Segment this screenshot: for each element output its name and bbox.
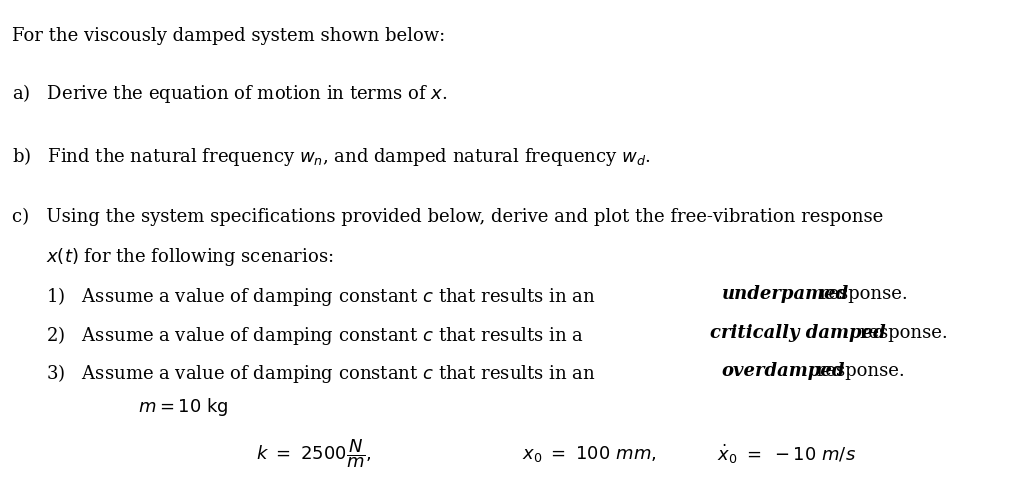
Text: underpamed: underpamed	[722, 285, 849, 303]
Text: response.: response.	[814, 285, 908, 303]
Text: $x_0\ =\ 100\ mm,$: $x_0\ =\ 100\ mm,$	[522, 444, 657, 464]
Text: 1)   Assume a value of damping constant $c$ that results in an: 1) Assume a value of damping constant $c…	[12, 285, 596, 308]
Text: 2)   Assume a value of damping constant $c$ that results in a: 2) Assume a value of damping constant $c…	[12, 324, 585, 347]
Text: $k\ =\ 2500\dfrac{N}{m},$: $k\ =\ 2500\dfrac{N}{m},$	[256, 438, 372, 470]
Text: 3)   Assume a value of damping constant $c$ that results in an: 3) Assume a value of damping constant $c…	[12, 362, 596, 385]
Text: critically damped: critically damped	[710, 324, 886, 341]
Text: $x(t)$ for the following scenarios:: $x(t)$ for the following scenarios:	[12, 246, 334, 269]
Text: c)   Using the system specifications provided below, derive and plot the free-vi: c) Using the system specifications provi…	[12, 208, 884, 226]
Text: overdamped: overdamped	[722, 362, 845, 380]
Text: response.: response.	[811, 362, 904, 380]
Text: response.: response.	[854, 324, 948, 341]
Text: a)   Derive the equation of motion in terms of $x$.: a) Derive the equation of motion in term…	[12, 82, 447, 105]
Text: For the viscously damped system shown below:: For the viscously damped system shown be…	[12, 27, 445, 44]
Text: $m = 10\ \mathrm{kg}$: $m = 10\ \mathrm{kg}$	[138, 396, 228, 418]
Text: $\dot{x}_0\ =\ -10\ m/s$: $\dot{x}_0\ =\ -10\ m/s$	[717, 442, 856, 466]
Text: b)   Find the natural frequency $w_n$, and damped natural frequency $w_d$.: b) Find the natural frequency $w_n$, and…	[12, 145, 651, 168]
